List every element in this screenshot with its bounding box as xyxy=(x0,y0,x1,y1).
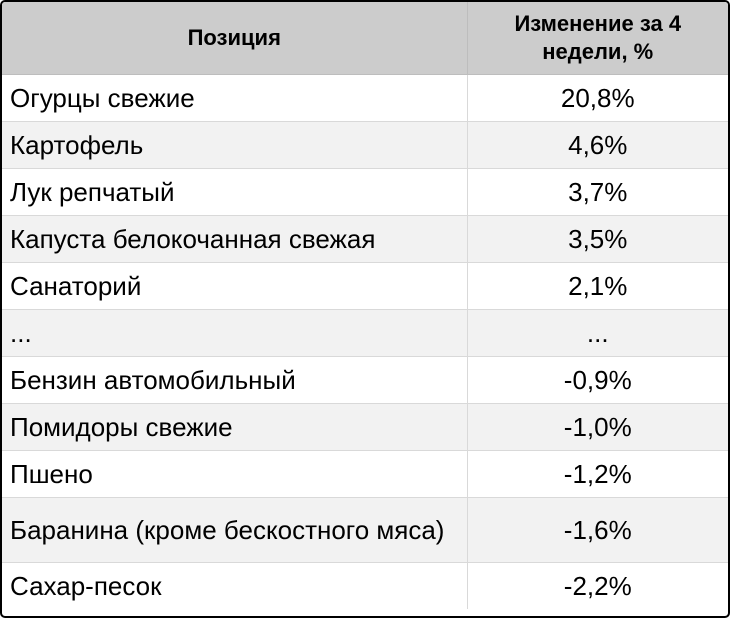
row-value: -2,2% xyxy=(467,562,728,609)
table-row: Сахар-песок -2,2% xyxy=(2,562,728,609)
header-row: Позиция Изменение за 4 недели, % xyxy=(2,2,728,75)
table-row: Лук репчатый 3,7% xyxy=(2,168,728,216)
row-name: Огурцы свежие xyxy=(2,74,468,122)
row-name: Баранина (кроме бескостного мяса) xyxy=(2,497,468,563)
row-value: 3,7% xyxy=(467,168,728,216)
row-name: Картофель xyxy=(2,121,468,169)
row-name: Санаторий xyxy=(2,262,468,310)
row-name: Сахар-песок xyxy=(2,562,468,609)
row-name: Лук репчатый xyxy=(2,168,468,216)
column-header-change: Изменение за 4 недели, % xyxy=(467,2,728,75)
row-name: Пшено xyxy=(2,450,468,498)
column-header-position: Позиция xyxy=(2,2,468,75)
row-name: Капуста белокочанная свежая xyxy=(2,215,468,263)
row-name: Бензин автомобильный xyxy=(2,356,468,404)
table-row: Огурцы свежие 20,8% xyxy=(2,74,728,122)
row-value: 20,8% xyxy=(467,74,728,122)
row-name: Помидоры свежие xyxy=(2,403,468,451)
row-value: 4,6% xyxy=(467,121,728,169)
row-value: -0,9% xyxy=(467,356,728,404)
table-row: Помидоры свежие -1,0% xyxy=(2,403,728,451)
row-value: -1,0% xyxy=(467,403,728,451)
row-value: ... xyxy=(467,309,728,357)
table-row: Баранина (кроме бескостного мяса) -1,6% xyxy=(2,497,728,563)
row-value: -1,2% xyxy=(467,450,728,498)
row-value: 3,5% xyxy=(467,215,728,263)
table-row: Пшено -1,2% xyxy=(2,450,728,498)
price-change-table: Позиция Изменение за 4 недели, % Огурцы … xyxy=(2,2,728,609)
row-name: ... xyxy=(2,309,468,357)
table-row: Картофель 4,6% xyxy=(2,121,728,169)
table-row: Санаторий 2,1% xyxy=(2,262,728,310)
table-row: Бензин автомобильный -0,9% xyxy=(2,356,728,404)
table-row: Капуста белокочанная свежая 3,5% xyxy=(2,215,728,263)
row-value: 2,1% xyxy=(467,262,728,310)
table-row: ... ... xyxy=(2,309,728,357)
row-value: -1,6% xyxy=(467,497,728,563)
